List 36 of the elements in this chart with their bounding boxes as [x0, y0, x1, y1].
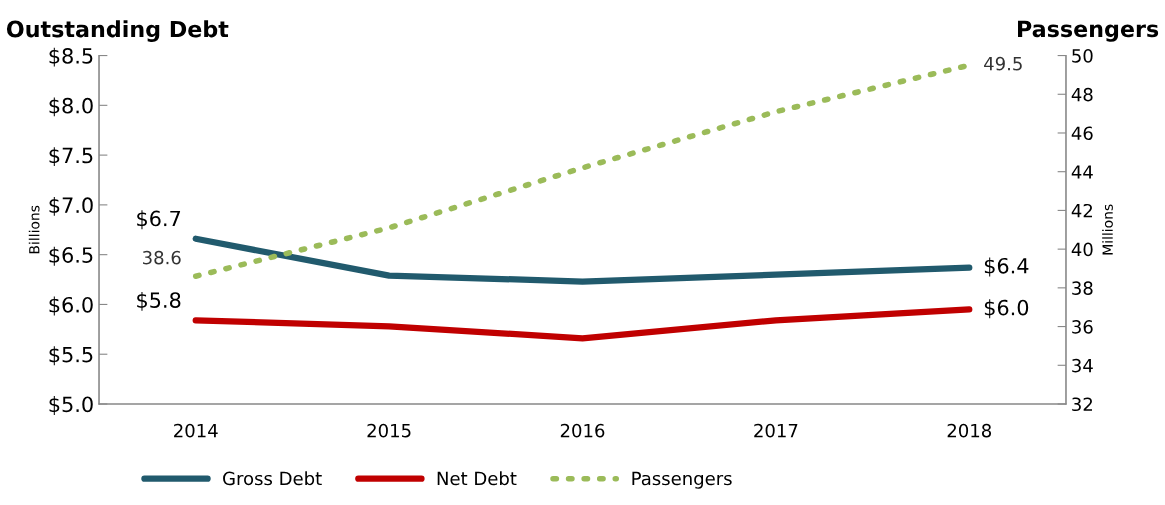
x-tick-label: 2014 — [174, 423, 218, 438]
data-label: 49.5 — [984, 56, 1022, 71]
y2-tick-label: 44 — [1071, 165, 1093, 179]
y-axis-title: Billions — [28, 205, 40, 254]
y2-axis-title: Millions — [1102, 204, 1113, 255]
y-tick-label: $8.5 — [49, 47, 93, 67]
x-tick-label: 2015 — [367, 423, 411, 438]
y-tick-label: $7.0 — [49, 196, 93, 216]
data-label: $6.0 — [984, 299, 1029, 319]
x-tick-label: 2018 — [947, 423, 992, 438]
y2-tick-label: 46 — [1071, 126, 1093, 141]
data-label: $5.8 — [137, 291, 181, 311]
legend-label: Net Debt — [437, 471, 517, 486]
data-label: 38.6 — [143, 250, 181, 265]
y2-tick-label: 48 — [1071, 87, 1093, 102]
y2-tick-label: 32 — [1072, 397, 1092, 412]
text: Passengers — [1018, 20, 1159, 42]
y2-tick-label: 40 — [1071, 242, 1093, 257]
y-tick-label: $5.0 — [49, 396, 93, 415]
legend-label: Gross Debt — [223, 471, 322, 486]
y-tick-label: $5.5 — [49, 346, 93, 366]
y-tick-label: $7.5 — [49, 147, 93, 167]
y-tick-label: $6.5 — [49, 246, 93, 266]
data-label: $6.7 — [137, 210, 181, 230]
y-tick-label: $6.0 — [49, 296, 93, 316]
y2-tick-label: 36 — [1072, 320, 1093, 334]
legend-label: Passengers — [632, 471, 732, 489]
data-label: $6.4 — [984, 257, 1029, 277]
y2-tick-label: 34 — [1072, 358, 1093, 373]
chart-title: Outstanding Debt — [6, 20, 229, 42]
x-tick-label: 2017 — [754, 423, 798, 438]
y2-tick-label: 50 — [1072, 49, 1093, 63]
y2-tick-label: 38 — [1072, 281, 1093, 295]
x-tick-label: 2016 — [560, 423, 605, 438]
y-tick-label: $8.0 — [49, 97, 93, 117]
y2-tick-label: 42 — [1071, 203, 1092, 218]
